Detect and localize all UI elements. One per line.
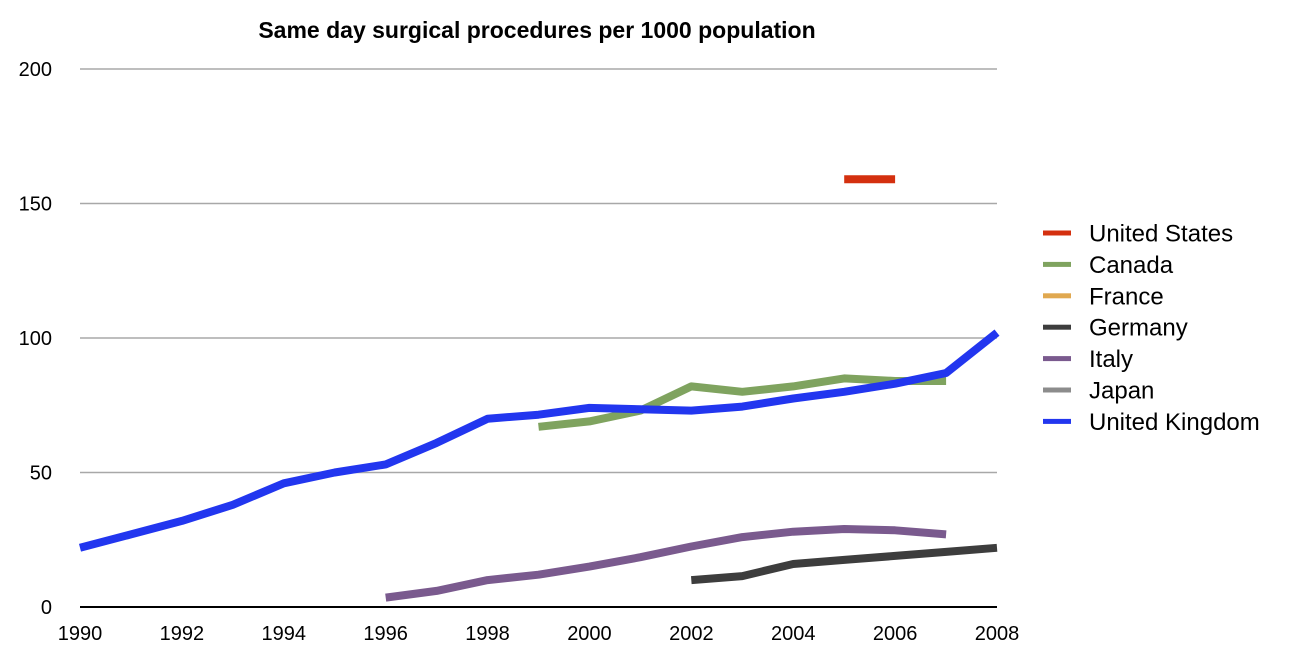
legend-label-germany: Germany [1089, 315, 1188, 342]
legend-item-canada: Canada [1043, 252, 1174, 279]
series-lines [78, 175, 1000, 602]
legend-item-united-kingdom: United Kingdom [1043, 409, 1260, 436]
legend-swatch-france [1043, 293, 1071, 299]
legend-swatch-japan [1043, 387, 1071, 393]
y-tick-label-50: 50 [30, 463, 52, 485]
legend-swatch-italy [1043, 356, 1071, 362]
y-tick-label-100: 100 [19, 328, 52, 350]
y-tick-label-150: 150 [19, 194, 52, 216]
legend-item-germany: Germany [1043, 315, 1188, 342]
x-tick-label-2002: 2002 [669, 623, 714, 645]
x-tick-label-1998: 1998 [465, 623, 510, 645]
legend-label-canada: Canada [1089, 252, 1174, 279]
legend: United States Canada France Germany Italy Jap… [1043, 221, 1260, 436]
legend-swatch-united-kingdom [1043, 418, 1071, 424]
legend-swatch-canada [1043, 261, 1071, 267]
y-tick-label-0: 0 [41, 597, 52, 619]
x-axis-tick-labels: 1990 1992 1994 1996 1998 2000 2002 2004 2006 2008 [58, 623, 1020, 645]
legend-item-japan: Japan [1043, 378, 1154, 405]
legend-item-united-states: United States [1043, 221, 1233, 248]
series-line-canada [538, 374, 947, 431]
legend-item-france: France [1043, 283, 1164, 310]
chart-title: Same day surgical procedures per 1000 po… [258, 17, 815, 43]
x-tick-label-1996: 1996 [363, 623, 408, 645]
x-tick-label-1990: 1990 [58, 623, 103, 645]
gridlines [80, 68, 997, 474]
x-tick-label-2006: 2006 [873, 623, 918, 645]
x-tick-label-1994: 1994 [262, 623, 307, 645]
y-tick-label-200: 200 [19, 59, 52, 81]
series-line-united-kingdom [78, 329, 1000, 552]
y-axis-tick-labels: 0 50 100 150 200 [19, 59, 52, 619]
legend-label-united-states: United States [1089, 221, 1233, 248]
legend-label-united-kingdom: United Kingdom [1089, 409, 1260, 436]
legend-swatch-germany [1043, 324, 1071, 330]
legend-label-japan: Japan [1089, 378, 1154, 405]
legend-label-france: France [1089, 283, 1164, 310]
x-tick-label-2000: 2000 [567, 623, 612, 645]
x-tick-label-2004: 2004 [771, 623, 816, 645]
series-line-italy [385, 525, 947, 602]
legend-label-italy: Italy [1089, 346, 1133, 373]
series-line-germany [690, 543, 998, 585]
x-tick-label-2008: 2008 [975, 623, 1020, 645]
x-tick-label-1992: 1992 [160, 623, 205, 645]
legend-item-italy: Italy [1043, 346, 1133, 373]
legend-swatch-united-states [1043, 230, 1071, 236]
